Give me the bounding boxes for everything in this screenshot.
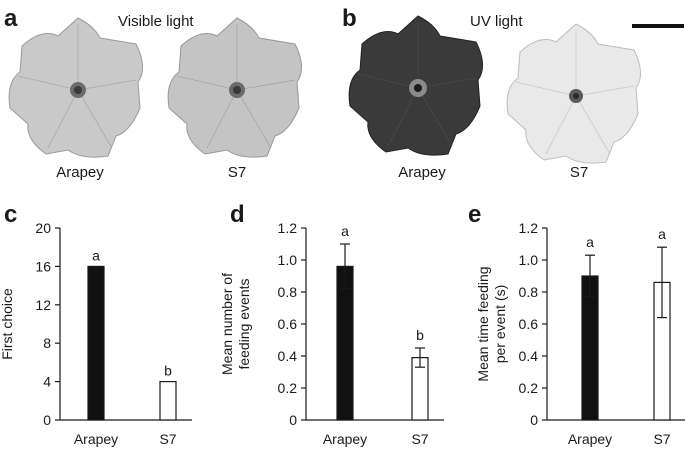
category-label-c: S7 [159,431,176,447]
category-label-e: S7 [653,431,670,447]
category-label-d: S7 [411,431,428,447]
panel-letter-b: b [342,5,357,32]
category-label-e: Arapey [568,431,612,447]
significance-label-e: a [658,226,666,242]
y-tick-label-e: 1.0 [519,252,539,268]
y-tick-label-e: 0.4 [519,348,539,364]
y-axis-title-d: Mean number of [219,273,235,375]
y-tick-label-d: 0 [289,412,297,428]
bar-c-arapey [87,265,105,421]
panel-letter-c: c [4,201,17,228]
y-tick-label-d: 1.0 [278,252,298,268]
y-tick-label-e: 0.2 [519,380,539,396]
flower-label-arapey-visible: Arapey [56,164,104,181]
y-tick-label-e: 0 [530,412,538,428]
significance-label-c: a [92,247,100,263]
y-tick-label-e: 0.8 [519,284,539,300]
significance-label-d: b [416,327,424,343]
charts-layer: 0 4 8 12 16 20 First choice a Arapey b S7 0 0.2 0.4 0.… [0,220,685,447]
y-tick-label-c: 8 [43,335,51,351]
y-tick-label-c: 4 [43,374,51,390]
bar-e-arapey [581,275,599,421]
y-axis-title-d: feeding events [236,278,252,369]
y-tick-label-d: 0.4 [278,348,298,364]
y-tick-label-e: 0.6 [519,316,539,332]
panel-title-uv-light: UV light [470,13,523,30]
significance-label-d: a [341,223,349,239]
panel-letter-a: a [4,5,18,32]
y-axis-title-e: Mean time feeding [475,266,491,381]
flower-label-s7-visible: S7 [228,164,246,181]
category-label-d: Arapey [323,431,367,447]
y-tick-label-d: 0.8 [278,284,298,300]
y-axis-title-e: per event (s) [492,285,508,364]
flower-label-s7-uv: S7 [570,164,588,181]
panel-title-visible-light: Visible light [118,13,194,30]
y-axis-title-c: First choice [0,288,15,360]
y-tick-label-d: 1.2 [278,220,298,236]
y-tick-label-c: 20 [35,220,51,236]
bar-c-s7 [159,381,177,421]
bar-d-arapey [336,265,354,421]
flower-arapey-uv [348,15,484,156]
flower-label-arapey-uv: Arapey [398,164,446,181]
panel-letter-e: e [468,201,481,228]
significance-label-e: a [586,234,594,250]
flower-s7-uv [506,23,642,164]
flower-arapey-visible [8,17,144,158]
y-tick-label-e: 1.2 [519,220,539,236]
y-tick-label-c: 0 [43,412,51,428]
significance-label-c: b [164,363,172,379]
flower-s7-visible [167,17,303,158]
y-tick-label-d: 0.2 [278,380,298,396]
panel-letter-d: d [230,201,245,228]
y-tick-label-d: 0.6 [278,316,298,332]
category-label-c: Arapey [74,431,118,447]
y-tick-label-c: 12 [35,297,51,313]
y-tick-label-c: 16 [35,258,51,274]
